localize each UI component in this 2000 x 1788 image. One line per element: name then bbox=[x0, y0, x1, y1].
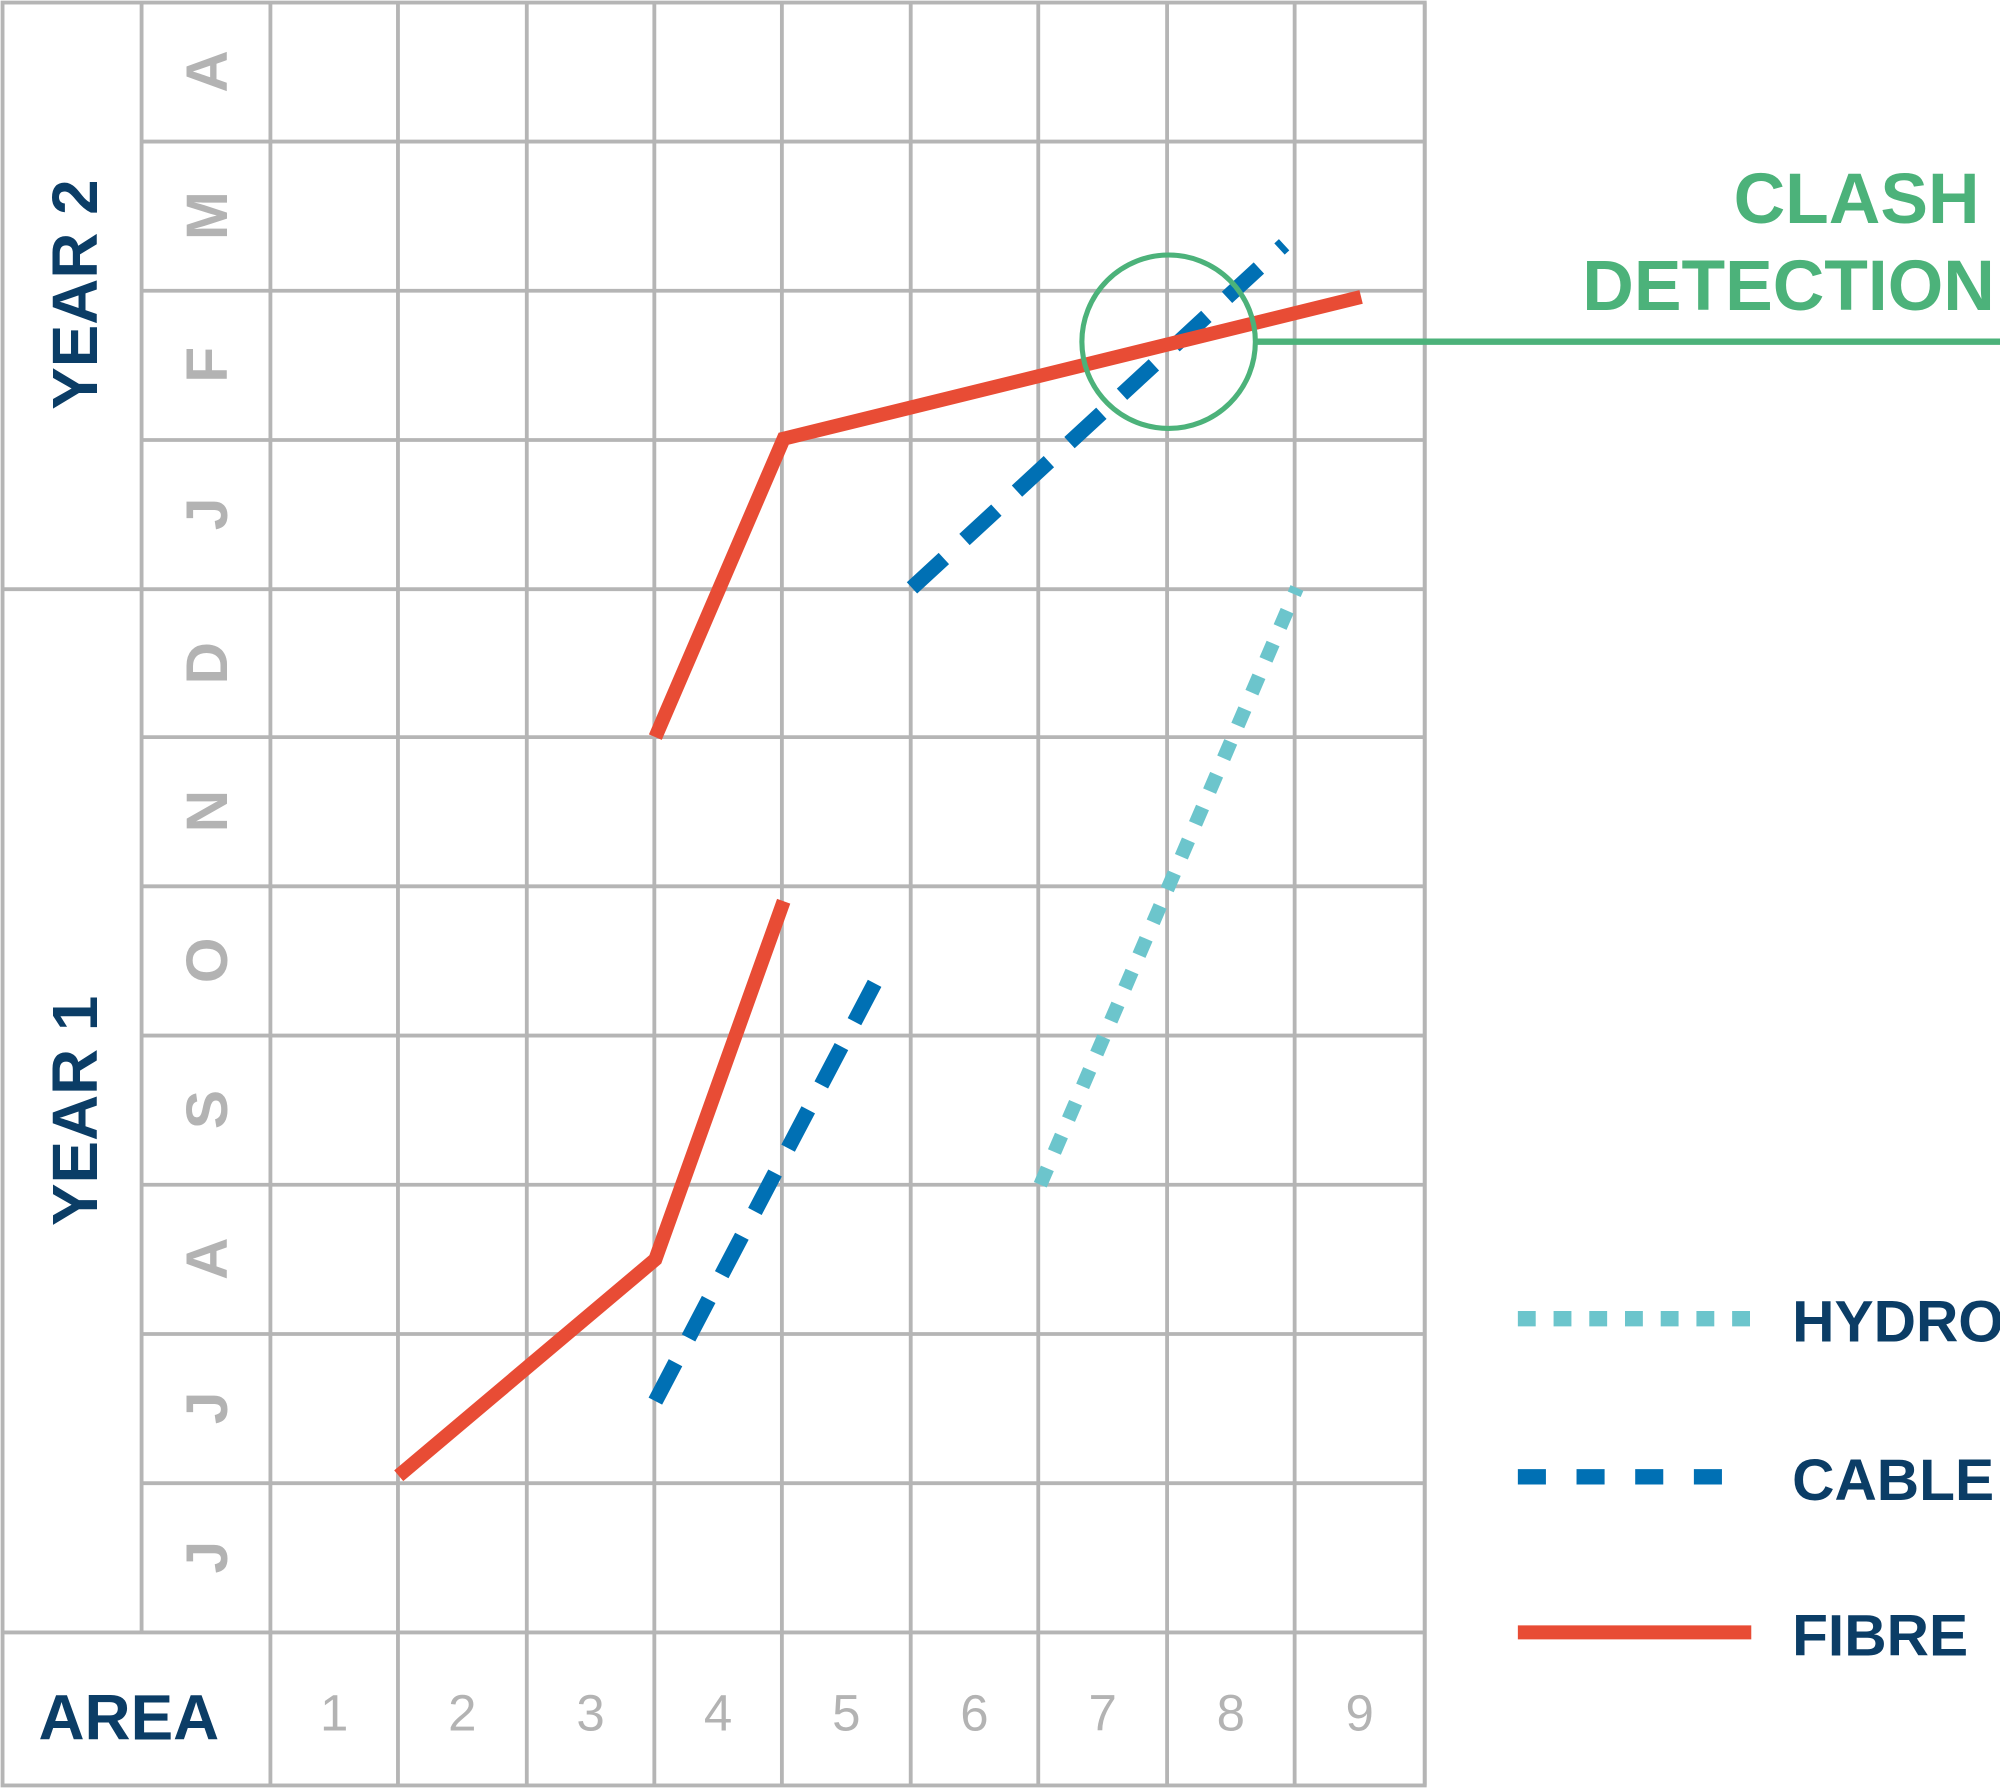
year-2-label: YEAR 2 bbox=[39, 179, 111, 409]
month-tick-label: A bbox=[175, 50, 240, 92]
x-tick-label: 9 bbox=[1346, 1685, 1374, 1742]
clash-label-line1: CLASH bbox=[1734, 159, 1980, 239]
month-tick-label: M bbox=[175, 191, 240, 240]
x-tick-label: 2 bbox=[448, 1685, 476, 1742]
x-tick-label: 8 bbox=[1217, 1685, 1245, 1742]
month-tick-label: J bbox=[175, 1392, 240, 1425]
legend-label-hydro: HYDRO bbox=[1792, 1290, 2000, 1355]
series-lines bbox=[394, 239, 1363, 1482]
clash-annotation: CLASH DETECTION bbox=[1079, 159, 2000, 431]
month-tick-label: O bbox=[175, 938, 240, 984]
month-tick-label: J bbox=[175, 498, 240, 531]
x-tick-label: 1 bbox=[320, 1685, 348, 1742]
month-tick-label: D bbox=[175, 642, 240, 684]
series-line-fibre bbox=[394, 898, 791, 1482]
axis-labels: J J A S O N D J F M A YEAR 1 YEAR 2 AREA 1 2 3 4 5 6 7 8 9 bbox=[38, 50, 1373, 1753]
legend-label-cable: CABLE bbox=[1792, 1448, 1994, 1513]
grid-border bbox=[0, 0, 1427, 1788]
x-tick-label: 6 bbox=[960, 1685, 988, 1742]
month-tick-label: S bbox=[175, 1090, 240, 1129]
series-line-cable bbox=[648, 957, 894, 1405]
month-tick-label: N bbox=[175, 790, 240, 832]
month-tick-label: J bbox=[175, 1541, 240, 1574]
month-tick-label: A bbox=[175, 1238, 240, 1280]
x-tick-label: 3 bbox=[576, 1685, 604, 1742]
month-tick-label: F bbox=[175, 347, 240, 383]
legend-label-fibre: FIBRE bbox=[1792, 1603, 1968, 1668]
series-line-cable bbox=[906, 239, 1290, 594]
x-tick-label: 4 bbox=[704, 1685, 732, 1742]
series-line-hydro bbox=[1033, 585, 1304, 1188]
x-axis-label: AREA bbox=[38, 1682, 219, 1754]
legend: HYDRO CABLE FIBRE bbox=[1517, 1290, 2000, 1668]
series-line-fibre bbox=[648, 290, 1363, 740]
grid bbox=[0, 0, 1427, 1788]
x-tick-label: 7 bbox=[1088, 1685, 1116, 1742]
clash-label-line2: DETECTION bbox=[1582, 246, 1995, 326]
year-1-label: YEAR 1 bbox=[39, 996, 111, 1226]
x-tick-label: 5 bbox=[832, 1685, 860, 1742]
